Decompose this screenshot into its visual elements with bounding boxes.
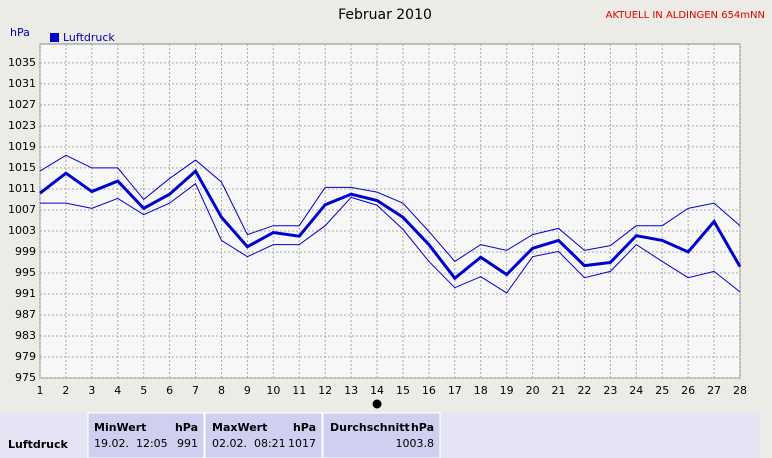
x-tick-label: 4 xyxy=(114,384,121,397)
table-header: MinWert xyxy=(94,421,146,434)
x-tick-label: 6 xyxy=(166,384,173,397)
x-tick-label: 23 xyxy=(603,384,617,397)
x-tick-label: 25 xyxy=(655,384,669,397)
x-tick-label: 15 xyxy=(396,384,410,397)
x-tick-label: 2 xyxy=(62,384,69,397)
y-tick-label: 999 xyxy=(15,245,36,258)
x-tick-label: 10 xyxy=(266,384,280,397)
table-cell xyxy=(87,412,205,458)
annotation: AKTUELL IN ALDINGEN 654mNN xyxy=(606,10,765,21)
table-cell xyxy=(322,412,441,458)
y-tick-label: 995 xyxy=(15,266,36,279)
table-cell-text: Luftdruck xyxy=(8,438,69,451)
legend-label: Luftdruck xyxy=(63,31,115,44)
table-cell-text: 19.02. 12:05 xyxy=(94,437,168,450)
x-tick-label: 21 xyxy=(552,384,566,397)
series-line xyxy=(39,154,741,263)
x-tick-label: 1 xyxy=(37,384,44,397)
table-header: hPa xyxy=(411,421,434,434)
x-tick-label: 24 xyxy=(629,384,643,397)
x-tick-label: 12 xyxy=(318,384,332,397)
y-tick-label: 1011 xyxy=(8,182,36,195)
x-tick-label: 8 xyxy=(218,384,225,397)
x-tick-label: 20 xyxy=(526,384,540,397)
y-tick-label: 1019 xyxy=(8,140,36,153)
chart-title: Februar 2010 xyxy=(338,7,432,23)
table-header: hPa xyxy=(293,421,316,434)
table-cell-text: 1003.8 xyxy=(396,437,435,450)
x-tick-label: 16 xyxy=(422,384,436,397)
y-tick-label: 1027 xyxy=(8,98,36,111)
y-tick-label: 1007 xyxy=(8,203,36,216)
series-line xyxy=(40,182,741,294)
y-tick-label: 1023 xyxy=(8,119,36,132)
y-tick-label: 1035 xyxy=(8,56,36,69)
y-tick-label: 987 xyxy=(15,308,36,321)
x-tick-label: 18 xyxy=(474,384,488,397)
table-cell-text: 1017 xyxy=(288,437,316,450)
table-cell-text: 991 xyxy=(177,437,198,450)
y-tick-label: 1015 xyxy=(8,161,36,174)
table-header: Durchschnitt xyxy=(330,421,410,434)
x-tick-label: 3 xyxy=(88,384,95,397)
x-tick-label: 19 xyxy=(500,384,514,397)
x-tick-label: 14 xyxy=(370,384,384,397)
y-axis-label: hPa xyxy=(10,26,30,39)
y-tick-label: 1003 xyxy=(8,224,36,237)
x-tick-label: 28 xyxy=(733,384,747,397)
y-tick-label: 983 xyxy=(15,329,36,342)
x-tick-label: 11 xyxy=(292,384,306,397)
highlight-marker xyxy=(372,399,382,409)
x-tick-label: 17 xyxy=(448,384,462,397)
y-tick-label: 975 xyxy=(15,371,36,384)
y-tick-label: 1031 xyxy=(8,77,36,90)
table-cell xyxy=(204,412,323,458)
y-tick-label: 979 xyxy=(15,350,36,363)
x-tick-label: 22 xyxy=(577,384,591,397)
table-header: hPa xyxy=(175,421,198,434)
y-tick-label: 991 xyxy=(15,287,36,300)
table-cell-text: 02.02. 08:21 xyxy=(212,437,286,450)
x-tick-label: 9 xyxy=(244,384,251,397)
table-header: MaxWert xyxy=(212,421,267,434)
legend-swatch xyxy=(50,33,59,42)
x-tick-label: 5 xyxy=(140,384,147,397)
x-tick-label: 27 xyxy=(707,384,721,397)
table: MinWert hPa MaxWert hPa Durchschnitt hPa… xyxy=(0,412,760,458)
x-tick-label: 13 xyxy=(344,384,358,397)
x-tick-label: 7 xyxy=(192,384,199,397)
series-line xyxy=(39,168,742,281)
plot-area xyxy=(39,43,741,379)
x-tick-label: 26 xyxy=(681,384,695,397)
